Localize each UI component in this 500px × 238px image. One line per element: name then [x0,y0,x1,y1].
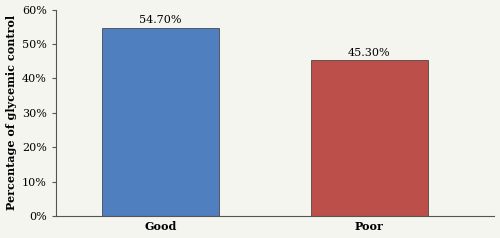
Text: 45.30%: 45.30% [348,48,391,58]
Bar [310,60,428,216]
Bar [102,28,219,216]
Y-axis label: Percentage of glycemic control: Percentage of glycemic control [6,15,16,210]
Text: 54.70%: 54.70% [139,15,182,25]
